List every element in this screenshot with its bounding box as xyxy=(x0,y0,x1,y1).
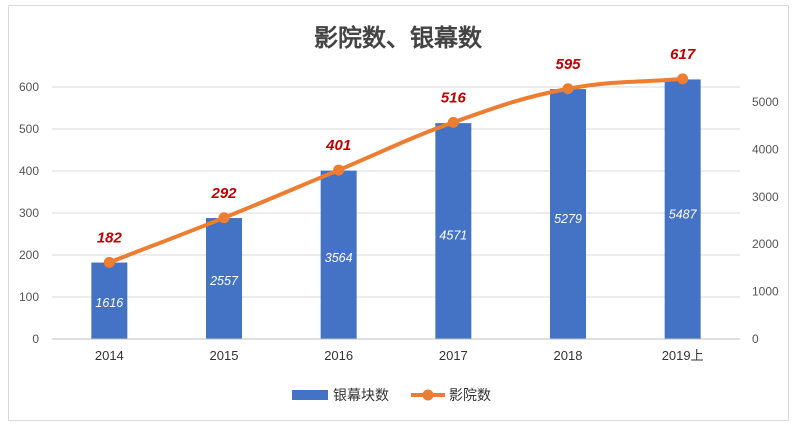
bar-data-label: 2557 xyxy=(209,274,239,288)
chart-title: 影院数、银幕数 xyxy=(314,24,483,52)
bar-data-label: 4571 xyxy=(439,228,467,242)
y-right-tick-label: 4000 xyxy=(752,142,779,156)
x-tick-label: 2016 xyxy=(324,348,353,363)
line-data-label: 617 xyxy=(670,46,696,63)
bar xyxy=(550,89,586,339)
y-left-tick-label: 0 xyxy=(32,332,39,346)
bar-data-label: 1616 xyxy=(95,296,123,310)
legend-label-line: 影院数 xyxy=(449,388,491,404)
bar xyxy=(91,262,128,339)
line-data-label: 401 xyxy=(325,137,351,154)
line-point xyxy=(677,73,689,85)
x-tick-label: 2017 xyxy=(439,348,468,363)
y-left-tick-label: 600 xyxy=(19,80,39,94)
y-left-tick-label: 100 xyxy=(19,290,39,304)
line-point xyxy=(218,212,230,224)
y-right-tick-label: 2000 xyxy=(752,237,779,251)
y-right-tick-label: 0 xyxy=(752,332,759,346)
x-tick-label: 2019上 xyxy=(662,348,704,363)
line-data-label: 182 xyxy=(97,229,123,246)
y-left-tick-label: 400 xyxy=(19,164,39,178)
bar-data-label: 5279 xyxy=(554,212,582,226)
bar-data-label: 5487 xyxy=(669,207,698,221)
line-point xyxy=(103,256,115,268)
y-right-tick-label: 1000 xyxy=(752,285,779,299)
legend-label-bar: 银幕块数 xyxy=(333,388,389,404)
line-data-label: 516 xyxy=(441,89,467,106)
legend-swatch-bar xyxy=(292,390,328,400)
line-point xyxy=(447,116,459,128)
y-left-tick-label: 300 xyxy=(19,206,39,220)
bar xyxy=(664,79,701,339)
line-data-label: 292 xyxy=(210,185,237,202)
line-data-label: 595 xyxy=(555,56,581,73)
series-line-影院数 xyxy=(107,76,685,265)
legend-marker-line xyxy=(422,389,434,401)
bar xyxy=(320,170,357,339)
x-tick-label: 2018 xyxy=(554,348,583,363)
bar xyxy=(206,218,242,339)
x-tick-label: 2014 xyxy=(95,348,124,363)
line-point xyxy=(562,83,574,95)
y-right-tick-label: 5000 xyxy=(752,95,779,109)
y-left-tick-label: 500 xyxy=(19,122,39,136)
bar-data-label: 3564 xyxy=(325,251,353,265)
bar xyxy=(435,123,472,340)
line-point xyxy=(333,164,345,176)
x-tick-label: 2015 xyxy=(210,348,239,363)
y-left-tick-label: 200 xyxy=(19,248,39,262)
y-right-tick-label: 3000 xyxy=(752,190,779,204)
